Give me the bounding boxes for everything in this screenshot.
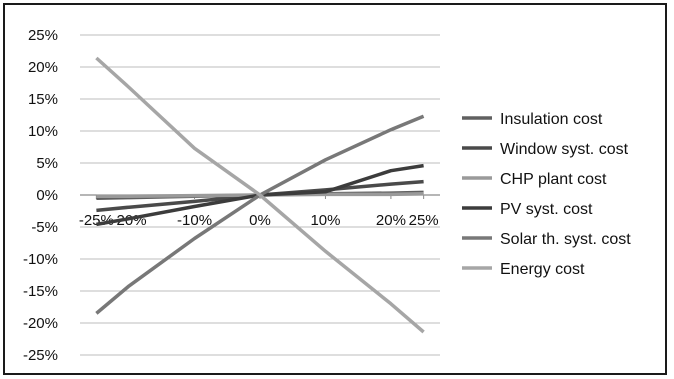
x-tick-label: 20% — [376, 212, 406, 229]
y-tick-label: -25% — [23, 347, 58, 364]
series-lines — [95, 56, 425, 334]
y-tick-label: -15% — [23, 283, 58, 300]
y-tick-label: -20% — [23, 315, 58, 332]
legend: Insulation cost Window syst. cost CHP plan… — [462, 111, 631, 278]
x-tick-label: -25% — [79, 212, 114, 229]
y-tick-label: 0% — [36, 187, 58, 204]
y-axis-ticks: 25% 20% 15% 10% 5% 0% -5% -10% -15% -20% -25% — [23, 27, 58, 364]
legend-label: Energy cost — [500, 261, 585, 278]
y-tick-label: -10% — [23, 251, 58, 268]
x-tick-label: 25% — [409, 212, 439, 229]
x-axis: -25%-20% -10% 0% 10% 20% 25% — [79, 194, 440, 229]
legend-label: PV syst. cost — [500, 201, 593, 218]
x-tick-label: -10% — [177, 212, 212, 229]
x-tick-label: 10% — [310, 212, 340, 229]
y-tick-label: 5% — [36, 155, 58, 172]
legend-label: Solar th. syst. cost — [500, 231, 631, 248]
series-line-5 — [95, 56, 425, 334]
y-tick-label: 10% — [28, 123, 58, 140]
x-tick-label: 0% — [249, 212, 271, 229]
y-tick-label: -5% — [31, 219, 58, 236]
legend-label: Insulation cost — [500, 111, 603, 128]
y-tick-label: 20% — [28, 59, 58, 76]
y-tick-label: 25% — [28, 27, 58, 44]
legend-label: CHP plant cost — [500, 171, 607, 188]
legend-label: Window syst. cost — [500, 141, 629, 158]
y-tick-label: 15% — [28, 91, 58, 108]
